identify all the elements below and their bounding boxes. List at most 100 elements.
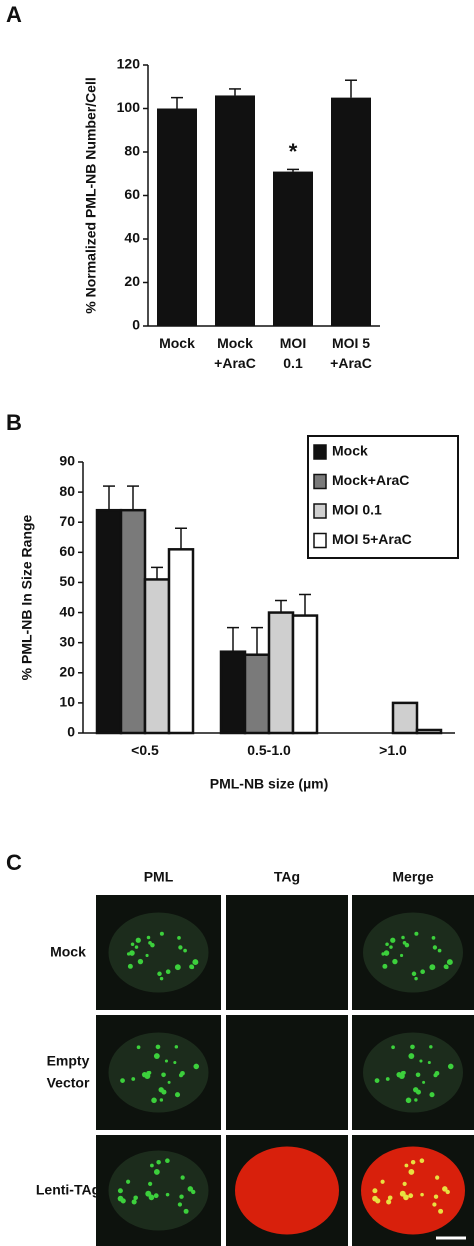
pml-body xyxy=(133,1195,138,1201)
pml-body xyxy=(444,965,449,970)
pml-body xyxy=(391,1045,395,1050)
error-bar xyxy=(175,527,187,550)
error-bar xyxy=(275,599,287,613)
pml-body xyxy=(141,1071,148,1078)
x-tick-label-line: >1.0 xyxy=(379,742,407,758)
pml-body xyxy=(399,953,404,958)
legend-label: Mock+AraC xyxy=(332,472,409,488)
x-tick-label-line: MOI 5 xyxy=(332,335,370,351)
y-tick-label: 60 xyxy=(59,543,75,559)
pml-body xyxy=(438,1208,444,1214)
x-tick-label-line: MOI xyxy=(280,335,306,351)
pml-body xyxy=(151,1097,157,1104)
pml-body xyxy=(180,1175,185,1180)
pml-body xyxy=(183,948,187,953)
error-bar xyxy=(299,593,311,616)
pml-body xyxy=(134,945,139,949)
pml-body xyxy=(400,1071,405,1076)
column-header: Merge xyxy=(392,869,433,885)
legend-swatch xyxy=(313,503,327,519)
bar xyxy=(219,650,247,735)
pml-body xyxy=(157,971,162,977)
row-label-line: Vector xyxy=(47,1074,90,1090)
pml-body xyxy=(127,963,133,969)
legend-label: MOI 0.1 xyxy=(332,502,382,518)
pml-body xyxy=(117,1188,123,1194)
pml-body xyxy=(429,964,436,971)
pml-body xyxy=(390,937,396,943)
row-label-line: Lenti-TAg xyxy=(36,1181,100,1197)
pml-body xyxy=(173,1060,177,1065)
pml-body xyxy=(443,1187,448,1191)
row-label: Lenti-TAg xyxy=(36,1181,100,1197)
panel-letter: C xyxy=(6,850,22,875)
pml-body xyxy=(156,1159,161,1165)
pml-body xyxy=(179,1194,184,1199)
y-tick-label: 100 xyxy=(117,99,141,115)
pml-body xyxy=(399,1190,406,1197)
pml-body xyxy=(131,1077,136,1081)
pml-body xyxy=(419,1158,425,1164)
y-tick-label: 60 xyxy=(124,186,140,202)
legend-swatch xyxy=(313,444,327,460)
pml-body xyxy=(372,1188,378,1194)
pml-body xyxy=(165,1158,170,1164)
pml-body xyxy=(405,1097,412,1104)
pml-body xyxy=(380,1179,385,1184)
pml-body xyxy=(126,1179,131,1184)
pml-body xyxy=(427,1060,431,1065)
x-tick-label: MOI 5 +AraC xyxy=(330,335,372,371)
pml-body xyxy=(183,1208,189,1214)
pml-body xyxy=(402,1181,407,1186)
y-tick-label: 0 xyxy=(132,317,140,333)
pml-body xyxy=(136,1045,141,1050)
nucleus-glow xyxy=(108,912,209,993)
pml-body xyxy=(137,958,144,965)
y-axis-label: % Normalized PML-NB Number/Cell xyxy=(83,77,99,313)
nucleus-red xyxy=(235,1146,339,1235)
pml-body xyxy=(434,1070,440,1076)
bar xyxy=(273,171,313,326)
pml-body xyxy=(161,1072,166,1078)
pml-body xyxy=(131,1199,137,1205)
error-bar xyxy=(227,626,239,652)
x-tick-label-line: 0.5-1.0 xyxy=(247,742,291,758)
x-tick-label: Mock xyxy=(159,335,195,351)
bar xyxy=(243,653,271,735)
pml-body xyxy=(447,1063,454,1070)
pml-body xyxy=(389,945,393,949)
pml-body xyxy=(437,948,442,953)
pml-body xyxy=(145,953,149,958)
pml-body xyxy=(429,1045,433,1049)
pml-body xyxy=(385,942,389,946)
pml-body xyxy=(414,976,418,981)
pml-body xyxy=(420,1192,424,1197)
x-tick-label: MOI 0.1 xyxy=(280,335,306,371)
pml-body xyxy=(177,1202,183,1207)
y-tick-label: 70 xyxy=(59,513,75,529)
x-tick-label-line: 0.1 xyxy=(283,355,303,371)
y-tick-label: 30 xyxy=(59,633,75,649)
row-label: Empty Vector xyxy=(47,1052,90,1090)
pml-body xyxy=(392,958,398,965)
pml-body xyxy=(385,1077,390,1081)
pml-body xyxy=(120,1078,125,1083)
pml-body xyxy=(129,950,135,956)
legend-label: Mock xyxy=(332,443,368,459)
pml-body xyxy=(408,1169,415,1175)
pml-body xyxy=(410,1044,415,1050)
pml-body xyxy=(193,1063,200,1070)
nucleus-glow xyxy=(108,1032,209,1113)
pml-body xyxy=(189,1187,193,1191)
pml-body xyxy=(402,940,407,945)
legend-swatch xyxy=(313,532,327,549)
x-tick-label: <0.5 xyxy=(131,742,159,758)
bar xyxy=(391,701,419,735)
pml-body xyxy=(167,1080,171,1084)
y-axis-label: % PML-NB In Size Range xyxy=(19,514,35,680)
pml-body xyxy=(165,1192,170,1197)
pml-body xyxy=(153,1053,160,1059)
x-tick-label-line: <0.5 xyxy=(131,742,159,758)
pml-body xyxy=(159,931,164,936)
pml-body xyxy=(383,950,390,956)
